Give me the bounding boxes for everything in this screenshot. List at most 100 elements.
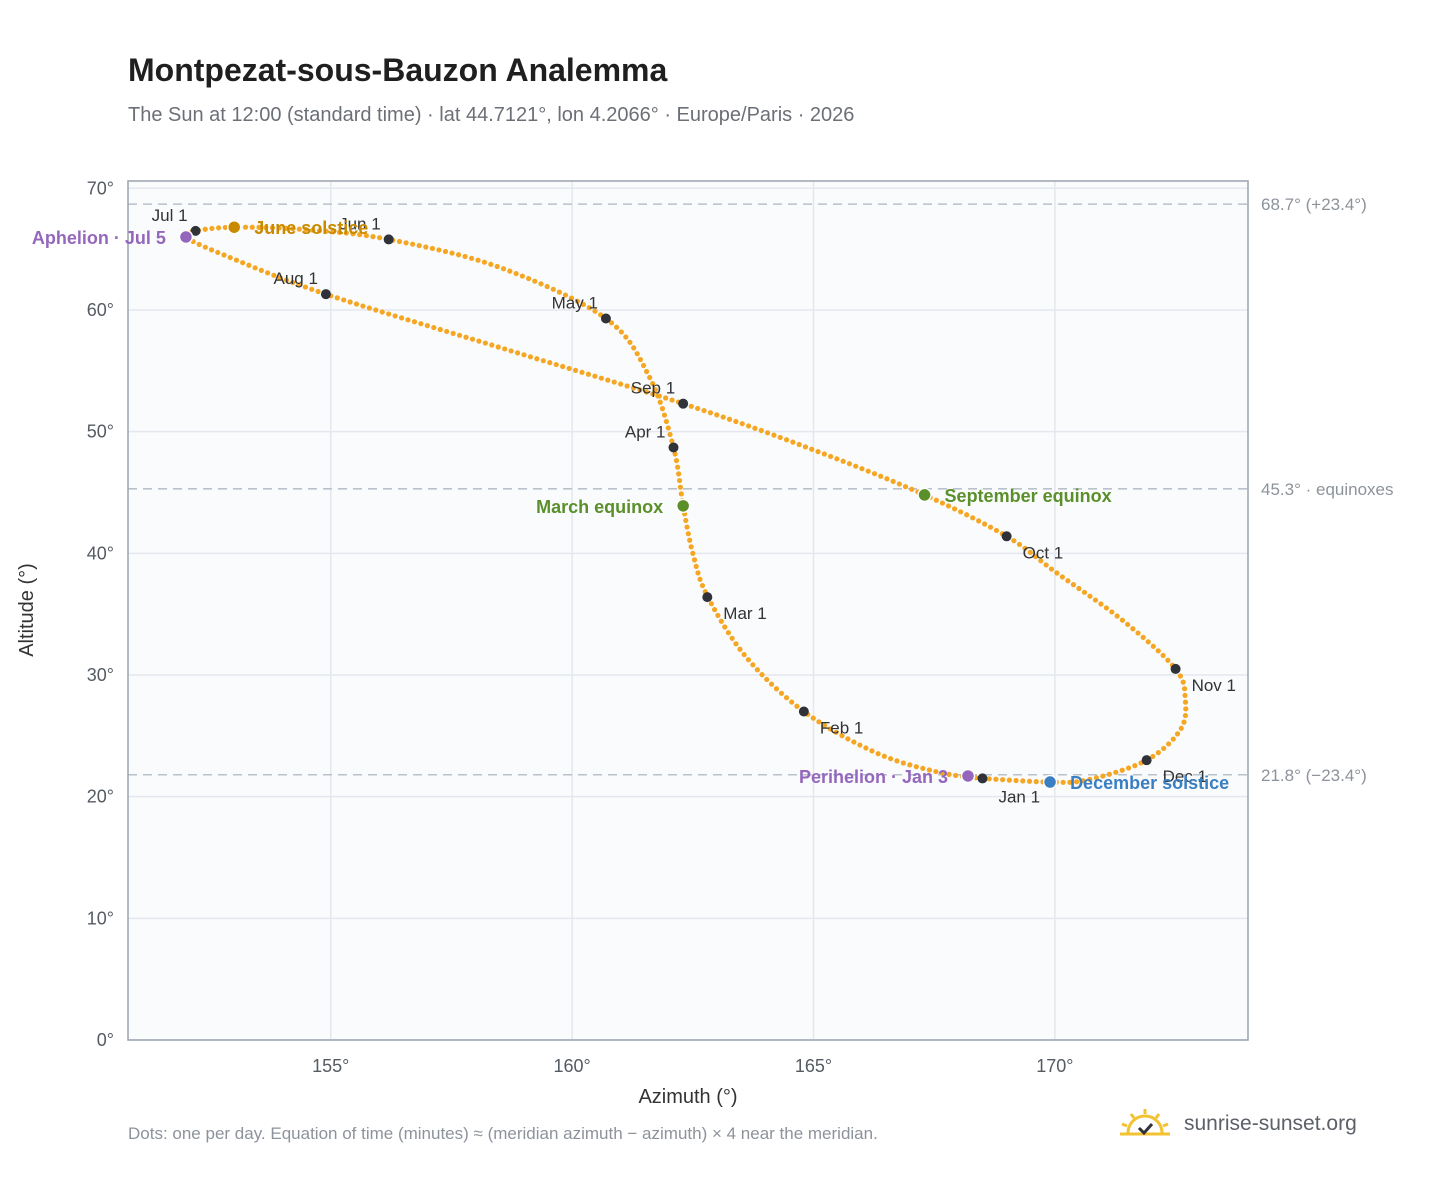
day-dot xyxy=(1150,643,1156,649)
day-dot xyxy=(553,361,559,368)
day-dot xyxy=(592,373,598,379)
day-dot xyxy=(1155,648,1161,654)
day-dot xyxy=(350,231,356,237)
day-dot xyxy=(1027,549,1033,556)
day-dot xyxy=(271,272,277,278)
day-dot xyxy=(926,767,932,773)
day-dot xyxy=(987,524,994,530)
day-dot xyxy=(598,375,604,381)
day-dot xyxy=(631,345,637,351)
day-dot xyxy=(1013,777,1019,784)
day-dot xyxy=(337,229,343,235)
day-dot xyxy=(1054,570,1060,576)
day-dot xyxy=(527,354,534,360)
month-label: May 1 xyxy=(552,293,598,312)
month-dot xyxy=(1141,755,1152,766)
event-dot xyxy=(917,487,932,503)
day-dot xyxy=(1080,778,1086,784)
day-dot xyxy=(1000,777,1006,783)
day-dot xyxy=(343,230,349,236)
day-dot xyxy=(373,307,379,313)
day-dot xyxy=(502,346,508,352)
day-dot xyxy=(296,226,302,232)
event-dot xyxy=(960,768,976,784)
day-dot xyxy=(933,497,939,503)
event-label: Aphelion · Jul 5 xyxy=(32,228,166,248)
day-dot xyxy=(1076,585,1082,592)
day-dot xyxy=(222,224,228,231)
event-dot xyxy=(226,219,242,235)
month-label: Mar 1 xyxy=(723,604,766,623)
day-dot xyxy=(495,344,501,350)
day-dot xyxy=(796,441,802,448)
day-dot xyxy=(643,389,649,395)
day-dot xyxy=(634,351,640,357)
footnote: Dots: one per day. Equation of time (min… xyxy=(128,1124,878,1143)
day-dot xyxy=(302,284,309,290)
day-dot xyxy=(661,412,668,418)
day-dot xyxy=(693,563,699,569)
day-dot xyxy=(871,471,878,477)
day-dot xyxy=(690,550,696,556)
month-label: Aug 1 xyxy=(273,269,317,288)
day-dot xyxy=(733,641,739,647)
day-dot xyxy=(233,257,240,263)
day-dot xyxy=(683,517,689,524)
y-tick-label: 30° xyxy=(87,665,114,685)
day-dot xyxy=(993,527,1000,534)
day-dot xyxy=(265,270,271,276)
brand[interactable]: sunrise-sunset.org xyxy=(1118,1100,1357,1148)
day-dot xyxy=(513,270,519,277)
day-dot xyxy=(1081,589,1088,595)
day-dot xyxy=(1060,779,1066,785)
month-label: Nov 1 xyxy=(1192,676,1236,695)
day-dot xyxy=(366,305,372,311)
day-dot xyxy=(688,544,694,550)
day-dot xyxy=(913,764,919,770)
day-dot xyxy=(678,491,684,497)
day-dot xyxy=(489,342,495,348)
day-dot xyxy=(657,399,663,405)
day-dot xyxy=(290,279,296,286)
x-tick-label: 160° xyxy=(554,1056,591,1076)
day-dot xyxy=(526,275,532,282)
day-dot xyxy=(676,477,683,484)
day-dot xyxy=(444,328,450,335)
day-dot xyxy=(754,667,761,673)
day-dot xyxy=(1114,613,1120,619)
day-dot xyxy=(450,330,456,336)
day-dot xyxy=(675,464,681,470)
day-dot xyxy=(341,297,347,303)
day-dot xyxy=(953,772,959,779)
month-markers: Jan 1 Feb 1 Mar 1 Apr 1 May 1 Jun 1 Jul 1 Aug 1… xyxy=(152,206,1236,807)
day-dot xyxy=(463,334,469,340)
day-dot xyxy=(1016,541,1023,548)
month-label: Sep 1 xyxy=(631,379,675,398)
day-dot xyxy=(964,512,970,518)
day-dot xyxy=(821,722,828,729)
month-label: Jul 1 xyxy=(152,206,188,225)
day-dot xyxy=(673,457,680,464)
day-dot xyxy=(726,416,733,422)
day-dot xyxy=(1135,630,1141,636)
day-dot xyxy=(1150,753,1156,760)
day-dot xyxy=(538,281,544,287)
day-dot xyxy=(540,358,546,364)
day-dot xyxy=(729,635,735,641)
day-dot xyxy=(733,418,739,425)
day-dot xyxy=(1022,545,1028,551)
day-dot xyxy=(828,453,834,460)
day-dot xyxy=(442,248,449,255)
day-dot xyxy=(894,758,900,764)
day-dot xyxy=(623,334,629,340)
day-dot xyxy=(752,425,758,431)
month-dot xyxy=(702,592,713,603)
day-dot xyxy=(1177,673,1184,679)
y-axis-label: Altitude (°) xyxy=(16,563,38,657)
day-dot xyxy=(396,238,403,245)
day-dot xyxy=(1119,617,1126,623)
day-dot xyxy=(416,242,422,249)
day-dot xyxy=(482,340,488,346)
day-dot xyxy=(920,765,926,771)
